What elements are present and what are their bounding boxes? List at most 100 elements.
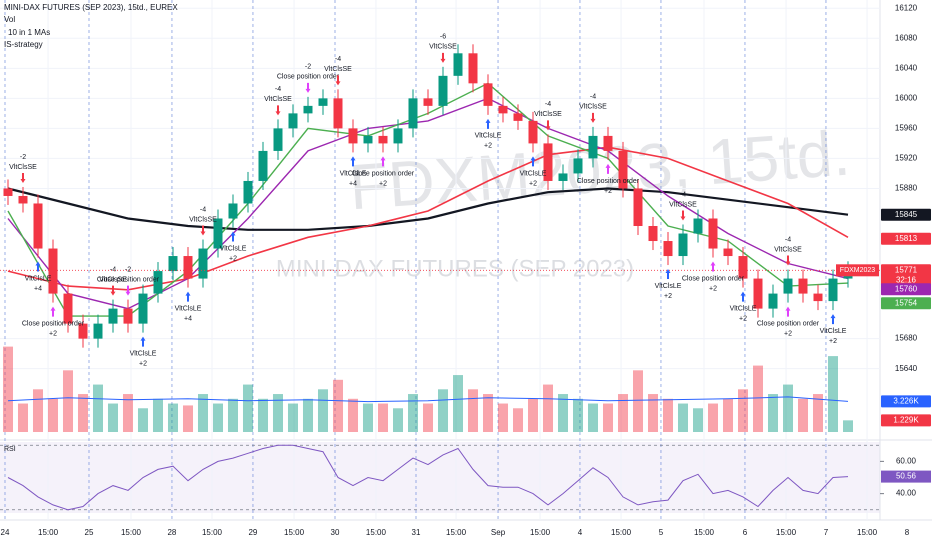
- price-label-box: [881, 283, 931, 296]
- signal-label: VltClsSE: [324, 66, 352, 73]
- indicator-label: 10 in 1 MAs: [8, 28, 50, 37]
- y-tick-label: 15680: [895, 334, 918, 343]
- x-tick-label: 15:00: [694, 528, 715, 537]
- candle-body: [513, 113, 523, 121]
- volume-bar: [452, 375, 463, 432]
- volume-bar: [152, 398, 163, 432]
- countdown-label: 32:16: [896, 275, 917, 284]
- candle-body: [108, 308, 118, 324]
- candle-body: [603, 135, 613, 151]
- candle-body: [468, 53, 478, 84]
- signal-label: +2: [529, 180, 537, 187]
- candle-body: [423, 98, 433, 106]
- signal-arrow: [140, 336, 146, 347]
- signal-label: +4: [349, 180, 357, 187]
- candle-body: [183, 256, 193, 279]
- indicator-label: Vol: [4, 15, 15, 24]
- volume-bar: [302, 398, 313, 432]
- symbol-tag-box: [836, 264, 879, 277]
- signal-arrow: [545, 120, 551, 131]
- candle-body: [738, 256, 748, 279]
- candle-body: [648, 226, 658, 242]
- signal-arrow: [440, 52, 446, 63]
- signal-label: VltClsSE: [669, 201, 697, 208]
- candle-body: [243, 180, 253, 204]
- volume-bar: [347, 398, 358, 432]
- volume-bar: [122, 394, 133, 432]
- x-tick-label: 15:00: [202, 528, 223, 537]
- x-tick-label: Sep: [491, 528, 506, 537]
- candle-body: [258, 150, 268, 181]
- signal-arrow: [485, 118, 491, 129]
- price-label: 15845: [895, 210, 918, 219]
- volume-bar: [692, 408, 703, 432]
- volume-bar: [797, 398, 808, 432]
- x-tick-label: 15:00: [446, 528, 467, 537]
- volume-bar: [722, 398, 733, 432]
- signal-label: -4: [590, 94, 596, 101]
- volume-bar: [377, 403, 388, 432]
- candle-body: [498, 105, 508, 114]
- signal-arrow: [200, 225, 206, 236]
- rsi-value-label: 50.56: [896, 472, 917, 481]
- signal-label: -4: [680, 191, 686, 198]
- signal-label: -4: [335, 56, 341, 63]
- candle-body: [558, 173, 568, 181]
- signal-label: +2: [484, 143, 492, 150]
- candle-body: [783, 278, 793, 294]
- volume-bar: [422, 403, 433, 432]
- signal-label: -2: [125, 266, 131, 273]
- candle-body: [633, 188, 643, 227]
- volume-bar: [662, 398, 673, 432]
- volume-bar: [497, 403, 508, 432]
- candle-body: [138, 293, 148, 324]
- signal-arrow: [785, 306, 791, 317]
- volume-bar: [17, 403, 28, 432]
- candle-body: [93, 323, 103, 339]
- signal-label: +2: [784, 330, 792, 337]
- volume-bar: [467, 389, 478, 432]
- volume-bar: [842, 420, 853, 432]
- x-tick-label: 6: [743, 528, 748, 537]
- y-tick-label: 16040: [895, 63, 918, 72]
- candle-body: [828, 278, 838, 302]
- volume-bar: [437, 389, 448, 432]
- candle-body: [348, 128, 358, 144]
- price-label-box: [881, 414, 931, 427]
- volume-bar: [2, 346, 13, 432]
- x-tick-label: 15:00: [121, 528, 142, 537]
- x-tick-label: 25: [85, 528, 94, 537]
- candle-body: [363, 135, 373, 144]
- volume-bar: [767, 394, 778, 432]
- x-tick-label: 31: [412, 528, 421, 537]
- signal-arrow: [350, 156, 356, 167]
- signal-label: +2: [739, 315, 747, 322]
- signal-label: VltClsLE: [520, 170, 547, 177]
- signal-arrow: [590, 112, 596, 123]
- signal-arrow: [710, 261, 716, 272]
- candle-body: [588, 135, 598, 159]
- candle-body: [303, 105, 313, 114]
- volume-bar: [257, 398, 268, 432]
- signal-arrow: [530, 156, 536, 167]
- price-label: 15813: [895, 234, 918, 243]
- volume-bar: [752, 365, 763, 432]
- signal-label: VltClsSE: [774, 246, 802, 253]
- signal-label: VltClsSE: [189, 216, 217, 223]
- volume-bar: [677, 403, 688, 432]
- volume-bar: [707, 403, 718, 432]
- candle-body: [678, 233, 688, 257]
- volume-bar: [272, 394, 283, 432]
- candle-body: [798, 278, 808, 294]
- x-tick-label: 15:00: [611, 528, 632, 537]
- signal-arrow: [230, 231, 236, 242]
- x-tick-label: 15:00: [366, 528, 387, 537]
- y-tick-label: 16000: [895, 93, 918, 102]
- candle-body: [768, 293, 778, 309]
- candle-body: [198, 248, 208, 279]
- candle-body: [753, 278, 763, 309]
- signal-label: VltClsLE: [655, 283, 682, 290]
- candle-body: [333, 98, 343, 129]
- signal-label: VltClsLE: [820, 328, 847, 335]
